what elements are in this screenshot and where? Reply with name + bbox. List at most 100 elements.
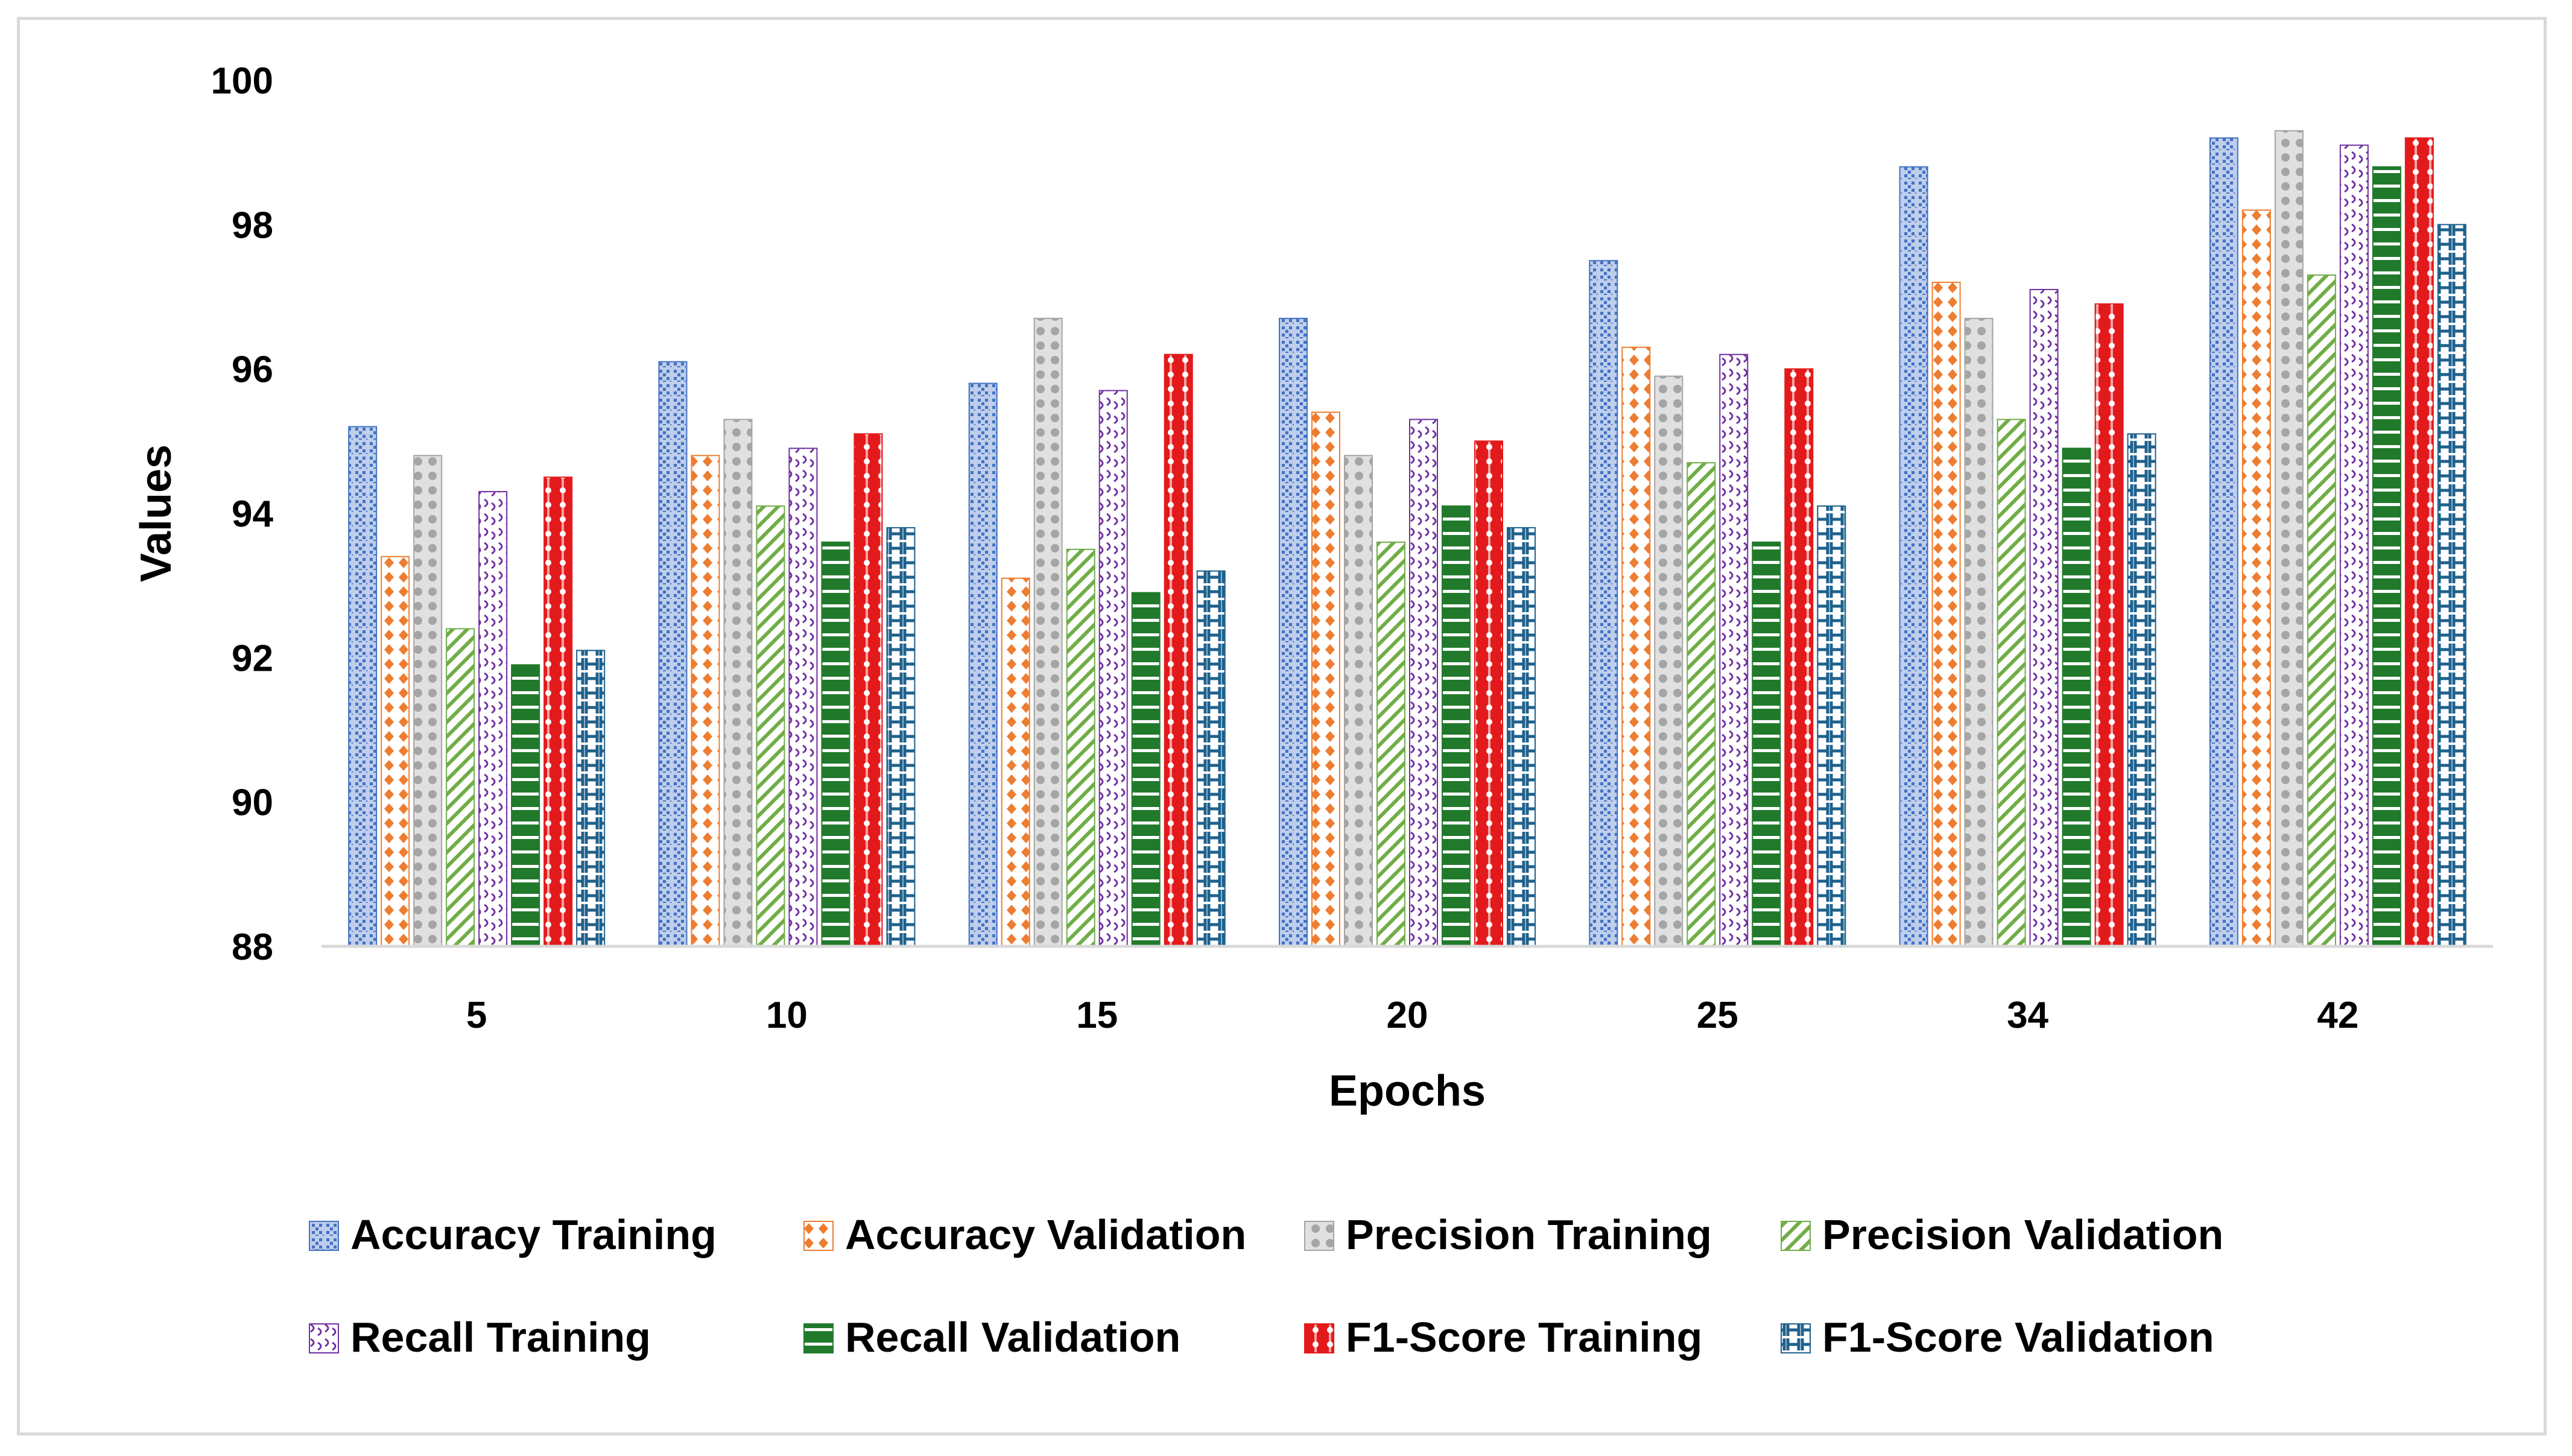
bar-recall-training-15 [1098, 390, 1128, 947]
legend-item: Recall Validation [803, 1314, 1180, 1361]
y-tick-label: 90 [232, 782, 273, 824]
bar-accuracy-training-20 [1279, 317, 1308, 947]
bar-recall-training-5 [478, 491, 508, 947]
bars-group [348, 130, 2466, 948]
legend-swatch [803, 1323, 834, 1353]
bar-accuracy-validation-15 [1001, 577, 1030, 947]
bar-precision-validation-25 [1687, 462, 1716, 947]
bar-recall-training-20 [1409, 419, 1438, 947]
bar-f1-score-training-34 [2094, 303, 2124, 947]
legend-swatch [309, 1323, 339, 1353]
chart-svg: 88 90 92 94 96 98 100 5 10 15 20 25 34 42 Epochs Val… [132, 60, 2493, 1361]
bar-accuracy-validation-25 [1621, 346, 1651, 947]
bar-precision-training-25 [1654, 375, 1684, 947]
bar-recall-training-34 [2029, 289, 2059, 947]
legend-label: F1-Score Training [1346, 1314, 1702, 1361]
x-tick-label: 42 [2317, 995, 2358, 1036]
x-axis-ticks: 5 10 15 20 25 34 42 [466, 995, 2358, 1036]
bar-accuracy-training-10 [658, 361, 688, 947]
bar-accuracy-training-15 [968, 382, 998, 947]
bar-f1-score-training-5 [543, 476, 573, 947]
bar-f1-score-validation-5 [576, 650, 606, 948]
bar-f1-score-training-25 [1784, 368, 1814, 947]
bar-recall-training-25 [1719, 353, 1749, 947]
legend-item: Precision Training [1304, 1211, 1712, 1258]
legend-item: F1-Score Training [1304, 1314, 1702, 1361]
y-axis-title: Values [132, 445, 180, 582]
bar-precision-training-10 [723, 419, 753, 947]
bar-f1-score-validation-10 [886, 527, 916, 947]
x-tick-label: 15 [1076, 995, 1118, 1036]
x-tick-label: 5 [466, 995, 487, 1036]
y-tick-label: 94 [232, 493, 273, 535]
y-tick-label: 96 [232, 349, 273, 391]
legend-item: F1-Score Validation [1781, 1314, 2214, 1361]
y-tick-label: 88 [232, 926, 273, 968]
bar-recall-validation-42 [2372, 166, 2401, 948]
bar-f1-score-training-20 [1474, 440, 1503, 947]
bar-recall-validation-15 [1131, 592, 1161, 947]
legend-swatch [1781, 1323, 1811, 1353]
bar-f1-score-validation-15 [1196, 570, 1226, 947]
bar-precision-training-42 [2274, 130, 2304, 947]
bar-recall-training-10 [788, 448, 818, 947]
x-tick-label: 34 [2007, 995, 2048, 1036]
legend-swatch [309, 1221, 339, 1251]
bar-precision-training-15 [1033, 317, 1063, 947]
bar-f1-score-training-10 [854, 433, 883, 947]
bar-precision-validation-10 [756, 505, 785, 947]
y-tick-label: 100 [211, 60, 273, 102]
bar-precision-validation-34 [1997, 419, 2026, 947]
x-tick-label: 25 [1697, 995, 1738, 1036]
bar-precision-training-5 [413, 455, 443, 947]
bar-accuracy-validation-42 [2241, 209, 2271, 947]
bar-precision-validation-42 [2307, 274, 2336, 948]
legend: Accuracy Training Accuracy Validation Prec… [309, 1211, 2223, 1361]
legend-label: Recall Validation [845, 1314, 1180, 1361]
bar-recall-validation-20 [1442, 505, 1471, 947]
bar-accuracy-training-5 [348, 426, 378, 947]
legend-swatch [803, 1221, 834, 1251]
legend-item: Accuracy Training [309, 1211, 717, 1258]
legend-label: Accuracy Training [350, 1211, 717, 1258]
y-tick-label: 98 [232, 204, 273, 246]
bar-accuracy-validation-34 [1931, 282, 1961, 948]
legend-label: Accuracy Validation [845, 1211, 1246, 1258]
bar-f1-score-training-42 [2404, 137, 2434, 948]
y-tick-label: 92 [232, 638, 273, 679]
legend-label: Recall Training [350, 1314, 651, 1361]
bar-recall-validation-5 [511, 664, 540, 948]
bar-f1-score-validation-25 [1817, 505, 1846, 947]
bar-accuracy-training-34 [1899, 166, 1928, 948]
x-tick-label: 20 [1387, 995, 1428, 1036]
y-axis-ticks: 88 90 92 94 96 98 100 [211, 60, 274, 968]
bar-f1-score-validation-42 [2437, 224, 2466, 947]
legend-item: Accuracy Validation [803, 1211, 1246, 1258]
chart-frame: 88 90 92 94 96 98 100 5 10 15 20 25 34 42 Epochs Val… [17, 17, 2547, 1435]
bar-precision-training-20 [1344, 455, 1373, 947]
bar-precision-validation-15 [1066, 548, 1095, 947]
bar-precision-validation-5 [446, 628, 475, 947]
bar-f1-score-validation-20 [1507, 527, 1536, 947]
x-tick-label: 10 [766, 995, 808, 1036]
bar-accuracy-training-25 [1589, 260, 1618, 948]
legend-label: Precision Validation [1822, 1211, 2223, 1258]
bar-accuracy-validation-5 [381, 555, 410, 947]
bar-f1-score-training-15 [1164, 353, 1193, 947]
bar-f1-score-validation-34 [2127, 433, 2156, 947]
legend-item: Recall Training [309, 1314, 651, 1361]
legend-label: F1-Score Validation [1822, 1314, 2214, 1361]
bar-precision-validation-20 [1376, 541, 1405, 947]
bar-accuracy-validation-10 [691, 455, 720, 947]
bar-precision-training-34 [1964, 317, 1994, 947]
legend-swatch [1781, 1221, 1811, 1251]
bar-recall-training-42 [2339, 144, 2369, 948]
legend-swatch [1304, 1323, 1334, 1353]
bar-recall-validation-10 [821, 541, 850, 947]
legend-label: Precision Training [1346, 1211, 1712, 1258]
bar-accuracy-training-42 [2209, 137, 2238, 948]
legend-swatch [1304, 1221, 1334, 1251]
bar-accuracy-validation-20 [1311, 411, 1340, 947]
x-axis-title: Epochs [1329, 1067, 1486, 1115]
bar-recall-validation-34 [2062, 448, 2091, 947]
